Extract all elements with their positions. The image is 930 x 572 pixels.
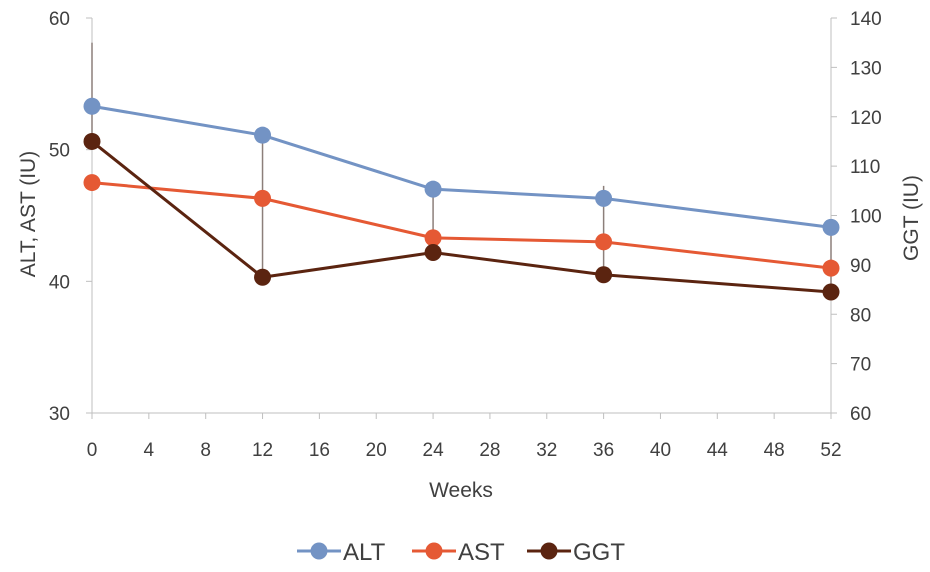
legend-label-ast: AST [458,539,505,566]
x-tick-label: 28 [479,440,500,461]
y-left-tick-label: 50 [49,141,70,162]
x-tick-label: 0 [87,440,98,461]
series-lines [83,97,840,301]
y-axis-left-title: ALT, AST (IU) [17,151,40,277]
legend-label-ggt: GGT [573,539,625,566]
y-left-tick-label: 30 [49,404,70,425]
x-tick-label: 20 [366,440,387,461]
data-point-alt [595,189,613,207]
y-right-tick-label: 110 [850,157,880,178]
data-point-ast [424,229,442,247]
data-point-alt [424,180,442,198]
y-right-tick-label: 100 [850,207,882,228]
legend: ALT AST GGT [297,539,625,566]
x-tick-label: 32 [536,440,557,461]
axes [86,17,837,419]
data-point-alt [83,97,101,115]
legend-marker-alt [310,542,328,560]
y-right-tick-label: 70 [850,355,871,376]
x-tick-label: 44 [707,440,729,461]
data-point-ggt [822,283,840,301]
x-tick-label: 4 [144,440,155,461]
data-point-alt [822,218,840,236]
y-right-tick-label: 60 [850,404,871,425]
y-left-tick-label: 60 [49,9,70,30]
x-tick-label: 36 [593,440,614,461]
series-line-alt [91,104,832,229]
x-tick-label: 52 [820,440,841,461]
data-point-ast [822,259,840,277]
y-left-tick-label: 40 [49,272,70,293]
x-tick-label: 40 [650,440,671,461]
y-right-tick-label: 90 [850,256,871,277]
data-point-ggt [424,244,442,262]
y-right-tick-label: 120 [850,108,882,129]
y-right-tick-label: 140 [850,9,882,30]
data-point-alt [254,126,272,144]
series-line-ggt [91,140,832,294]
x-axis-title: Weeks [429,479,493,502]
x-tick-label: 8 [200,440,211,461]
legend-label-alt: ALT [343,539,386,566]
x-tick-label: 24 [423,440,445,461]
data-point-ggt [254,268,272,286]
y-right-tick-label: 130 [850,58,882,79]
legend-marker-ast [425,542,443,560]
x-tick-label: 48 [764,440,785,461]
data-point-ast [83,174,101,192]
data-point-ggt [595,266,613,284]
data-point-ast [595,233,613,251]
y-axis-right-title: GGT (IU) [900,175,923,261]
x-tick-label: 16 [309,440,330,461]
legend-marker-ggt [540,542,558,560]
data-point-ggt [83,132,101,150]
x-tick-label: 12 [252,440,273,461]
y-right-tick-label: 80 [850,305,871,326]
data-point-ast [254,189,272,207]
